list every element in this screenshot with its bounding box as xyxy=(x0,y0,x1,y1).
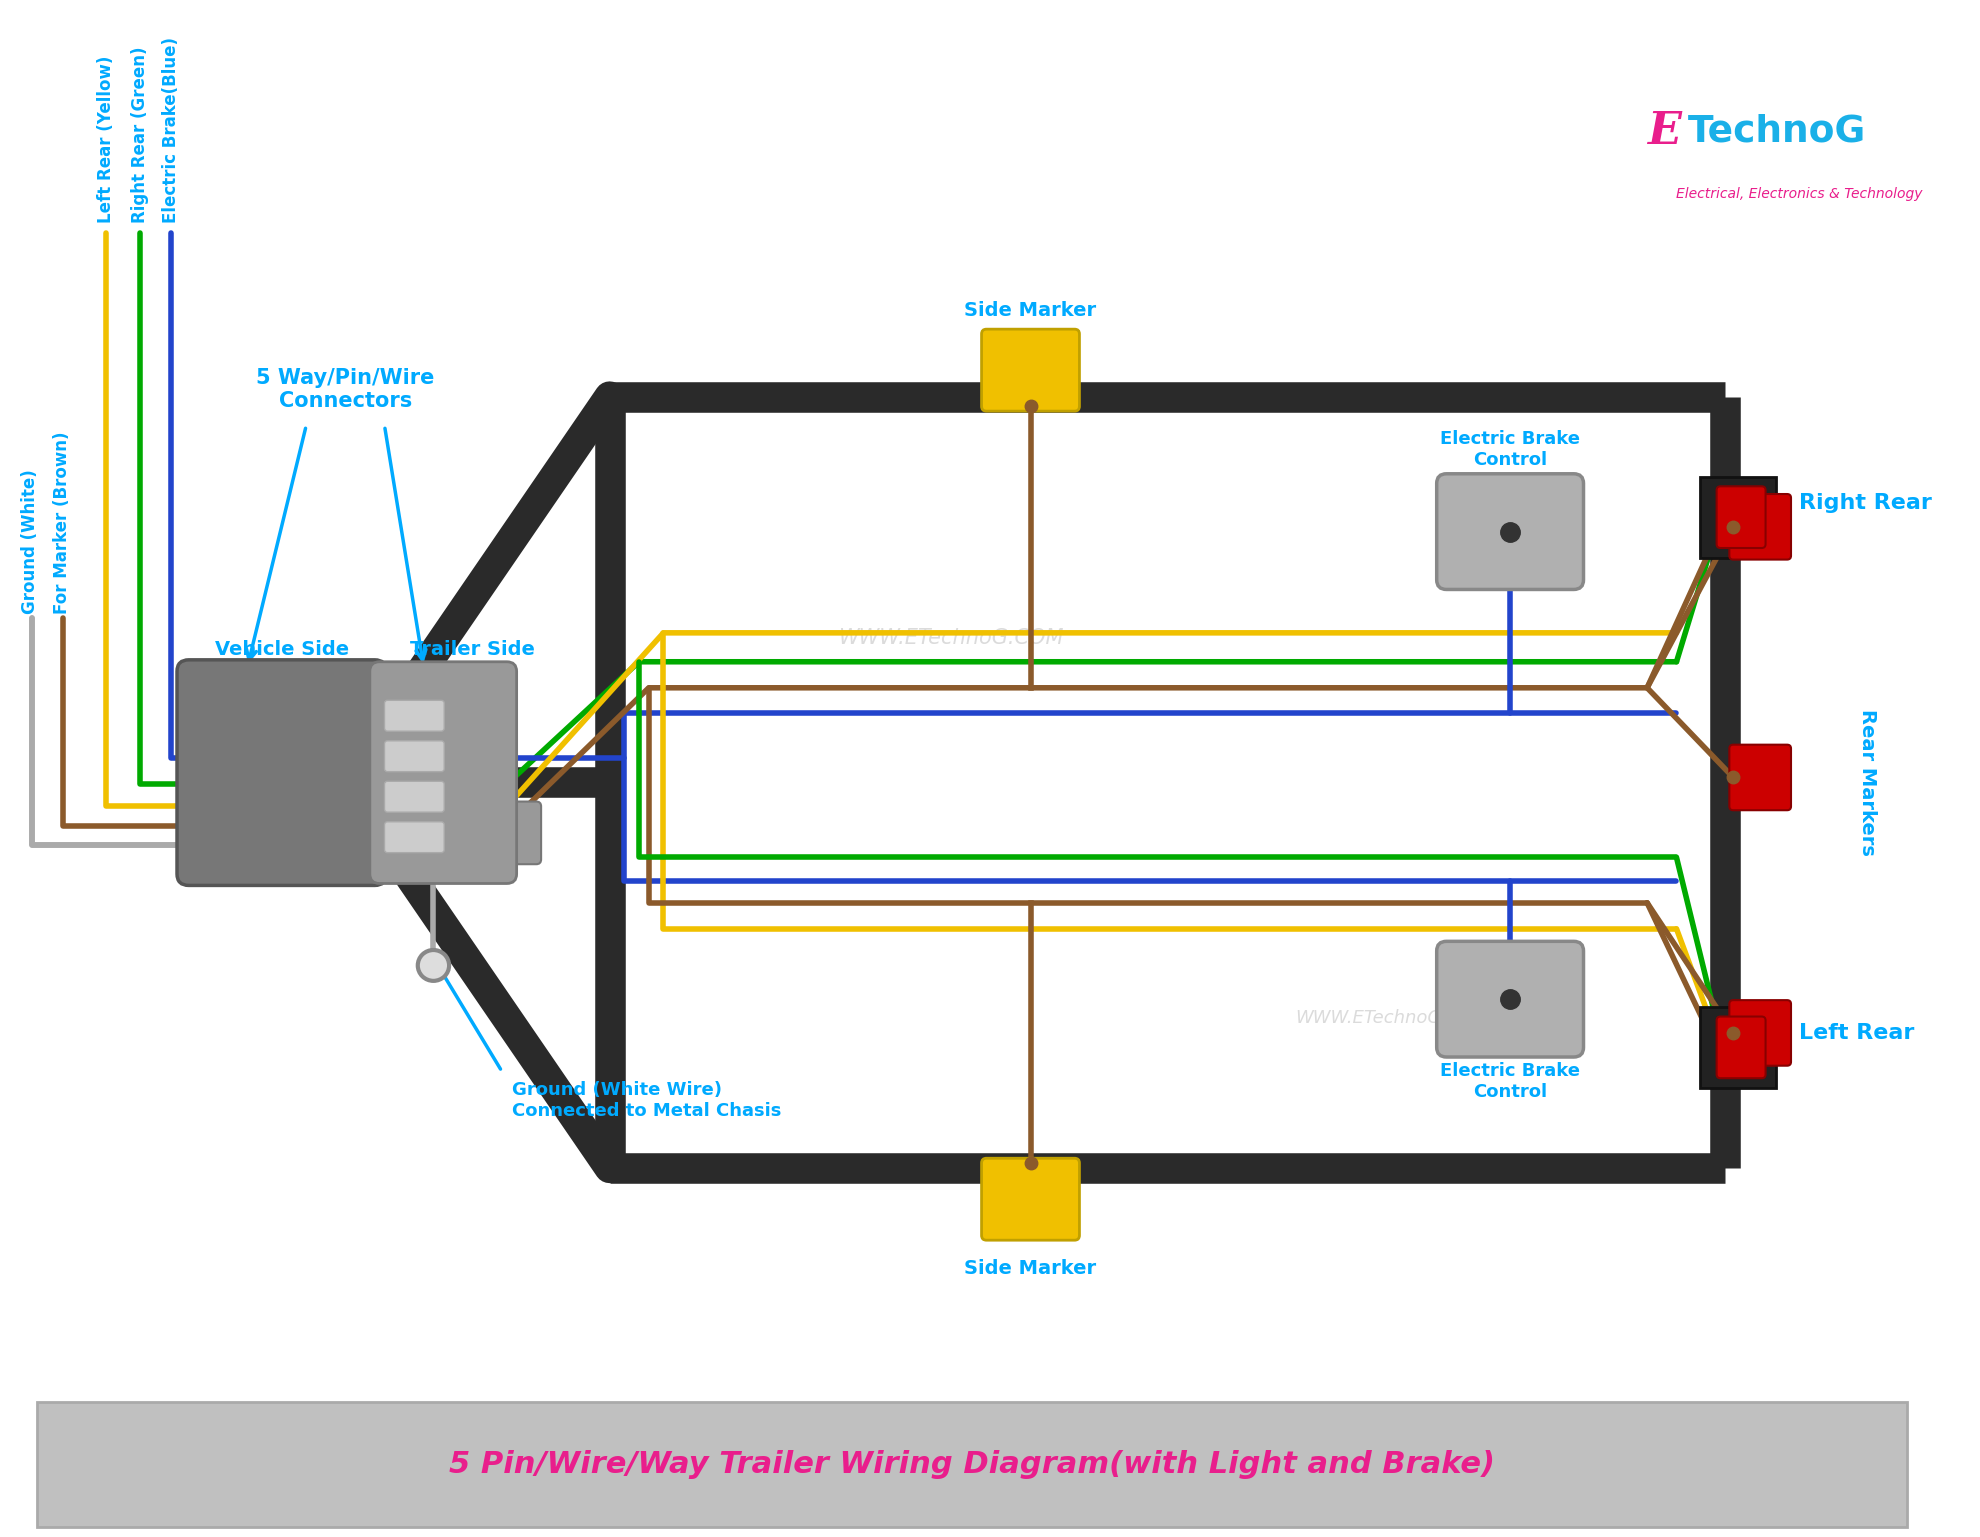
Text: Electrical, Electronics & Technology: Electrical, Electronics & Technology xyxy=(1675,188,1923,201)
FancyBboxPatch shape xyxy=(384,781,444,812)
Text: Ground (White): Ground (White) xyxy=(22,469,40,613)
FancyBboxPatch shape xyxy=(384,701,444,732)
Text: Right Rear: Right Rear xyxy=(1798,493,1930,513)
FancyBboxPatch shape xyxy=(370,662,517,884)
Text: Electric Brake
Control: Electric Brake Control xyxy=(1439,430,1580,469)
Text: WWW.ETechnoG.COM: WWW.ETechnoG.COM xyxy=(840,627,1065,647)
Text: Left Rear (Yellow): Left Rear (Yellow) xyxy=(97,55,115,223)
FancyBboxPatch shape xyxy=(384,741,444,772)
FancyBboxPatch shape xyxy=(1436,941,1582,1057)
Text: E: E xyxy=(1645,111,1681,154)
Text: Trailer Side: Trailer Side xyxy=(410,639,535,659)
Circle shape xyxy=(317,758,364,807)
FancyBboxPatch shape xyxy=(980,1159,1079,1240)
FancyBboxPatch shape xyxy=(38,1402,1905,1528)
Circle shape xyxy=(418,950,449,981)
FancyBboxPatch shape xyxy=(364,796,414,864)
FancyBboxPatch shape xyxy=(497,802,541,864)
FancyBboxPatch shape xyxy=(1436,473,1582,590)
FancyBboxPatch shape xyxy=(1729,1001,1790,1065)
Text: 5 Pin/Wire/Way Trailer Wiring Diagram(with Light and Brake): 5 Pin/Wire/Way Trailer Wiring Diagram(wi… xyxy=(449,1451,1495,1479)
FancyBboxPatch shape xyxy=(980,329,1079,410)
Text: Electric Brake(Blue): Electric Brake(Blue) xyxy=(162,37,180,223)
Text: Side Marker: Side Marker xyxy=(964,301,1097,320)
FancyBboxPatch shape xyxy=(176,659,386,885)
Text: For Marker (Brown): For Marker (Brown) xyxy=(53,430,71,613)
Text: Rear Markers: Rear Markers xyxy=(1857,709,1875,856)
FancyBboxPatch shape xyxy=(1699,1007,1776,1088)
Text: WWW.ETechnoG.COM: WWW.ETechnoG.COM xyxy=(1295,1010,1489,1027)
FancyBboxPatch shape xyxy=(384,822,444,853)
Text: Side Marker: Side Marker xyxy=(964,1259,1097,1279)
Text: Right Rear (Green): Right Rear (Green) xyxy=(131,46,148,223)
Text: TechnoG: TechnoG xyxy=(1687,114,1865,149)
Text: Left Rear: Left Rear xyxy=(1798,1024,1913,1044)
Text: Vehicle Side: Vehicle Side xyxy=(214,639,348,659)
FancyBboxPatch shape xyxy=(1717,1016,1764,1079)
FancyBboxPatch shape xyxy=(1717,486,1764,549)
Text: Ground (White Wire)
Connected to Metal Chasis: Ground (White Wire) Connected to Metal C… xyxy=(511,1081,780,1120)
Text: Electric Brake
Control: Electric Brake Control xyxy=(1439,1062,1580,1100)
FancyBboxPatch shape xyxy=(1729,493,1790,559)
FancyBboxPatch shape xyxy=(1699,476,1776,558)
FancyBboxPatch shape xyxy=(1729,744,1790,810)
Text: 5 Way/Pin/Wire
Connectors: 5 Way/Pin/Wire Connectors xyxy=(255,367,434,410)
